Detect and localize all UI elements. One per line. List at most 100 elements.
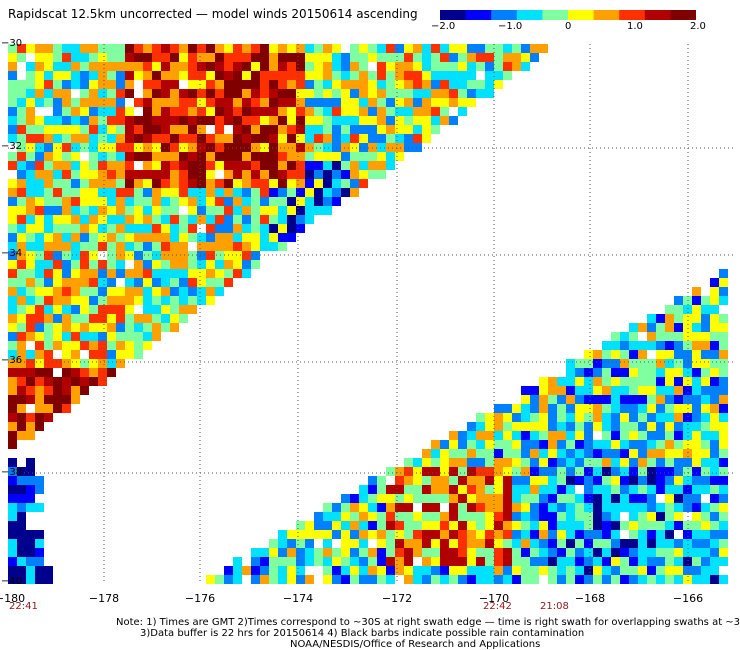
- wind-cell: [710, 548, 719, 557]
- wind-cell: [161, 233, 170, 242]
- wind-cell: [359, 80, 368, 89]
- wind-cell: [161, 269, 170, 278]
- wind-cell: [503, 503, 512, 512]
- wind-cell: [125, 206, 134, 215]
- wind-cell: [152, 170, 161, 179]
- wind-cell: [98, 368, 107, 377]
- wind-cell: [170, 224, 179, 233]
- wind-cell: [368, 53, 377, 62]
- wind-cell: [107, 215, 116, 224]
- wind-cell: [296, 521, 305, 530]
- wind-cell: [566, 503, 575, 512]
- wind-cell: [269, 116, 278, 125]
- wind-cell: [143, 62, 152, 71]
- wind-cell: [116, 125, 125, 134]
- wind-cell: [224, 260, 233, 269]
- wind-cell: [692, 404, 701, 413]
- wind-cell: [161, 125, 170, 134]
- wind-cell: [539, 449, 548, 458]
- wind-cell: [710, 467, 719, 476]
- wind-cell: [431, 107, 440, 116]
- wind-cell: [377, 89, 386, 98]
- wind-cell: [323, 170, 332, 179]
- wind-cell: [575, 440, 584, 449]
- lat-tick-40: −40: [1, 576, 23, 587]
- wind-cell: [188, 152, 197, 161]
- wind-cell: [152, 242, 161, 251]
- wind-cell: [179, 143, 188, 152]
- wind-cell: [350, 494, 359, 503]
- wind-cell: [26, 386, 35, 395]
- wind-cell: [548, 458, 557, 467]
- wind-cell: [692, 548, 701, 557]
- wind-cell: [458, 548, 467, 557]
- wind-cell: [386, 566, 395, 575]
- wind-cell: [296, 80, 305, 89]
- wind-cell: [62, 386, 71, 395]
- wind-cell: [143, 233, 152, 242]
- wind-cell: [692, 413, 701, 422]
- wind-cell: [44, 269, 53, 278]
- wind-cell: [152, 80, 161, 89]
- wind-cell: [152, 134, 161, 143]
- wind-cell: [305, 143, 314, 152]
- wind-cell: [107, 224, 116, 233]
- wind-cell: [602, 449, 611, 458]
- wind-cell: [665, 377, 674, 386]
- wind-cell: [638, 386, 647, 395]
- wind-cell: [179, 215, 188, 224]
- wind-cell: [287, 152, 296, 161]
- wind-cell: [161, 89, 170, 98]
- wind-cell: [287, 170, 296, 179]
- wind-cell: [368, 80, 377, 89]
- wind-cell: [215, 575, 224, 584]
- wind-cell: [269, 152, 278, 161]
- wind-cell: [638, 485, 647, 494]
- wind-cell: [386, 521, 395, 530]
- wind-cell: [26, 134, 35, 143]
- wind-cell: [206, 224, 215, 233]
- wind-cell: [665, 575, 674, 584]
- wind-cell: [17, 512, 26, 521]
- wind-cell: [413, 539, 422, 548]
- wind-cell: [233, 116, 242, 125]
- wind-cell: [422, 44, 431, 53]
- wind-cell: [8, 296, 17, 305]
- wind-cell: [35, 188, 44, 197]
- wind-cell: [305, 53, 314, 62]
- wind-cell: [260, 179, 269, 188]
- wind-cell: [242, 134, 251, 143]
- wind-cell: [647, 521, 656, 530]
- wind-cell: [71, 107, 80, 116]
- wind-cell: [71, 53, 80, 62]
- wind-cell: [476, 440, 485, 449]
- wind-cell: [656, 512, 665, 521]
- wind-cell: [314, 98, 323, 107]
- wind-cell: [521, 494, 530, 503]
- wind-cell: [44, 332, 53, 341]
- wind-cell: [521, 575, 530, 584]
- wind-cell: [584, 476, 593, 485]
- wind-cell: [701, 377, 710, 386]
- wind-cell: [71, 224, 80, 233]
- wind-cell: [278, 44, 287, 53]
- wind-cell: [179, 224, 188, 233]
- wind-cell: [233, 575, 242, 584]
- wind-cell: [458, 458, 467, 467]
- wind-cell: [17, 359, 26, 368]
- wind-cell: [269, 575, 278, 584]
- wind-cell: [710, 512, 719, 521]
- wind-cell: [701, 296, 710, 305]
- wind-cell: [575, 503, 584, 512]
- wind-cell: [323, 134, 332, 143]
- wind-cell: [656, 566, 665, 575]
- wind-cell: [611, 557, 620, 566]
- wind-cell: [224, 89, 233, 98]
- wind-cell: [710, 332, 719, 341]
- wind-cell: [602, 494, 611, 503]
- wind-cell: [134, 215, 143, 224]
- wind-cell: [260, 125, 269, 134]
- wind-cell: [62, 350, 71, 359]
- wind-cell: [440, 485, 449, 494]
- wind-cell: [557, 503, 566, 512]
